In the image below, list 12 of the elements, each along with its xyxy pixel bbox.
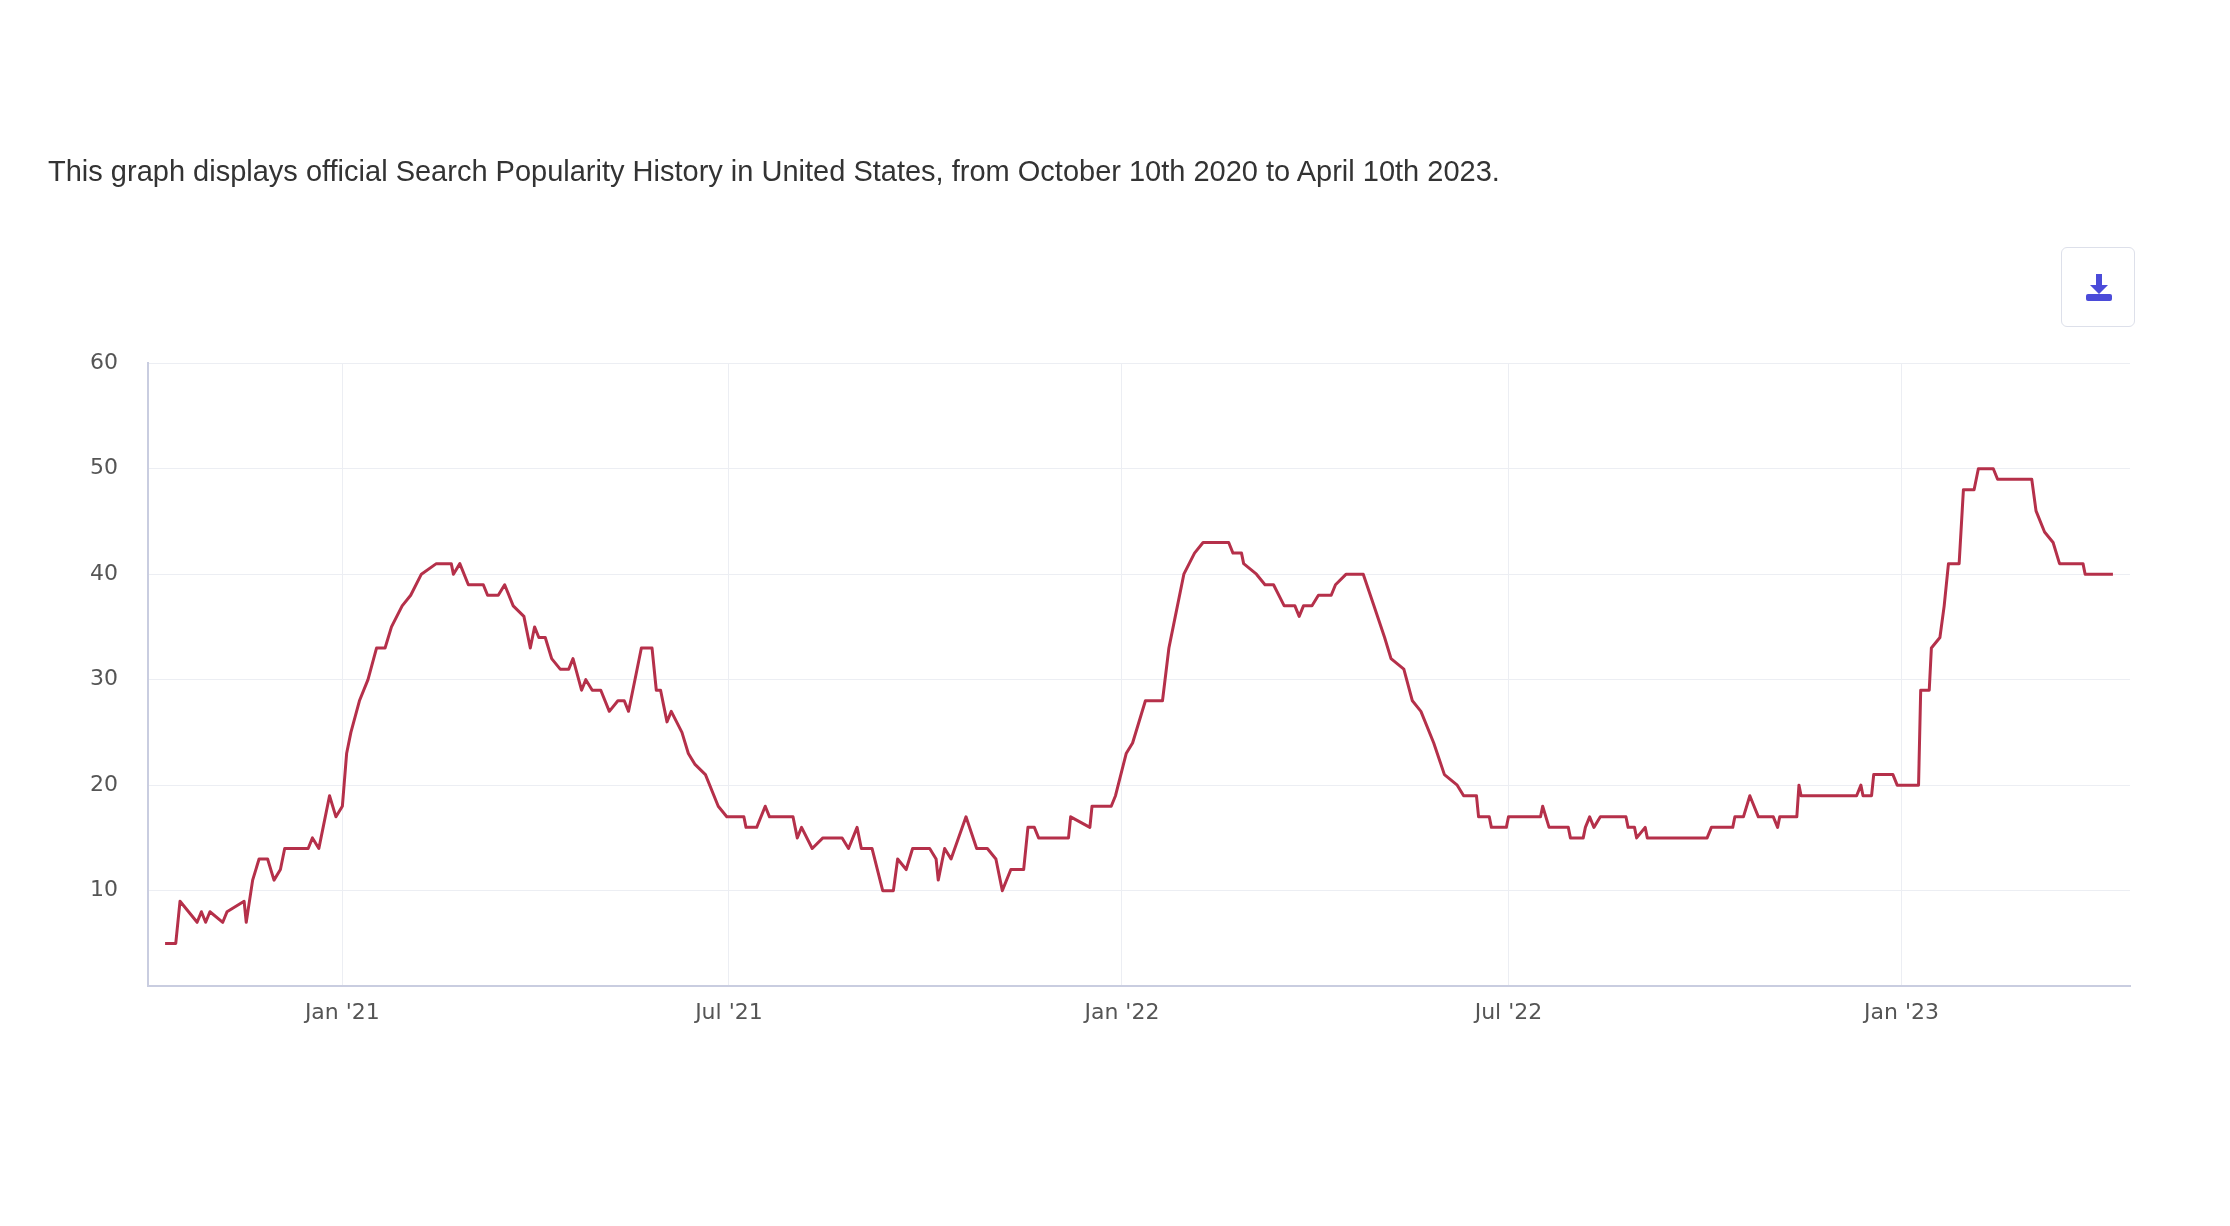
y-tick-label: 60	[89, 348, 118, 374]
x-tick-label: Jul '21	[693, 998, 763, 1024]
x-tick-label: Jan '22	[1082, 998, 1160, 1024]
y-tick-label: 30	[89, 665, 118, 691]
x-tick-label: Jan '21	[302, 998, 380, 1024]
chart-title: This graph displays official Search Popularity History in United States, from October 10th 2020 to April 10th 2023.	[48, 155, 1500, 188]
y-tick-label: 40	[89, 559, 118, 585]
x-tick-label: Jan '23	[1861, 998, 1939, 1024]
y-tick-label: 50	[89, 454, 118, 480]
y-tick-label: 10	[89, 876, 118, 902]
x-tick-label: Jul '22	[1472, 998, 1543, 1024]
y-tick-label: 20	[89, 770, 118, 796]
